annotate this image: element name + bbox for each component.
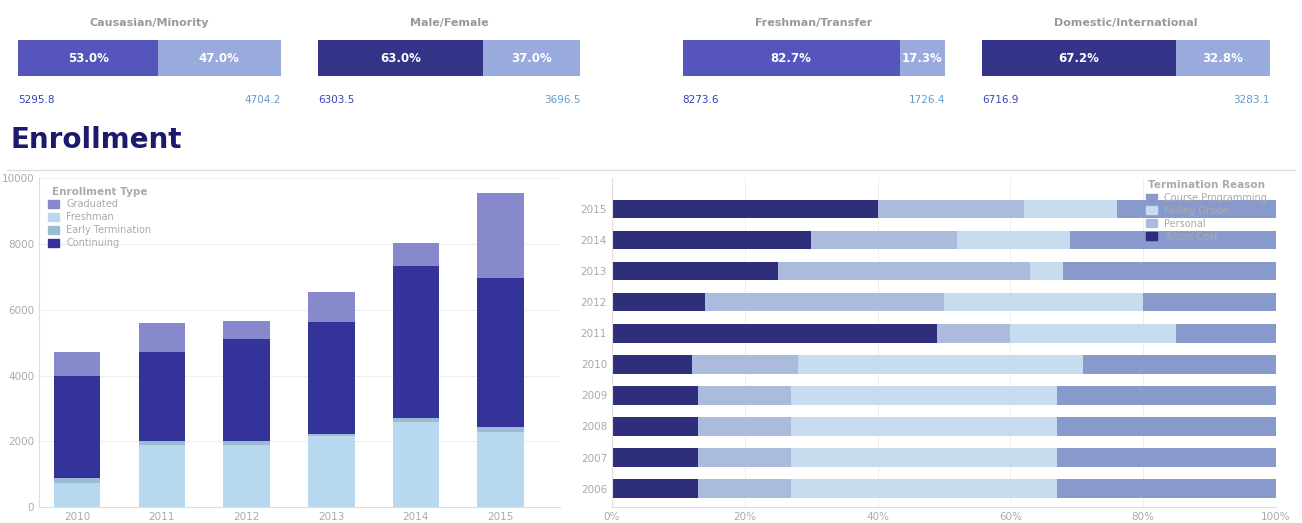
Bar: [612, 417, 698, 436]
Bar: [1057, 417, 1276, 436]
Bar: [478, 278, 523, 427]
Legend: Course Programming, Failing Grade, Personal, Tution Cost: Course Programming, Failing Grade, Perso…: [1142, 176, 1271, 245]
Bar: [900, 40, 945, 76]
Bar: [393, 422, 439, 507]
Bar: [612, 262, 777, 280]
Bar: [957, 231, 1070, 249]
Bar: [698, 417, 792, 436]
Bar: [983, 40, 1176, 76]
Text: 1726.4: 1726.4: [909, 95, 945, 105]
Bar: [1176, 40, 1269, 76]
Text: 8273.6: 8273.6: [682, 95, 719, 105]
Bar: [1030, 262, 1064, 280]
Bar: [612, 386, 698, 405]
Bar: [612, 324, 937, 343]
Text: Male/Female: Male/Female: [410, 18, 488, 28]
Bar: [138, 441, 185, 445]
Text: 17.3%: 17.3%: [902, 52, 943, 64]
Bar: [309, 434, 354, 437]
Bar: [309, 437, 354, 507]
Bar: [612, 293, 704, 312]
Bar: [309, 322, 354, 434]
Bar: [223, 321, 270, 339]
Bar: [691, 355, 798, 373]
Bar: [1057, 480, 1276, 498]
Text: 3283.1: 3283.1: [1233, 95, 1269, 105]
Bar: [698, 480, 792, 498]
Bar: [792, 386, 1057, 405]
Bar: [223, 445, 270, 507]
Text: 32.8%: 32.8%: [1202, 52, 1243, 64]
Bar: [393, 418, 439, 422]
Bar: [777, 262, 1030, 280]
Bar: [612, 355, 691, 373]
Bar: [53, 483, 100, 507]
Text: Causasian/Minority: Causasian/Minority: [90, 18, 210, 28]
Bar: [792, 417, 1057, 436]
Bar: [612, 448, 698, 467]
Bar: [1010, 324, 1177, 343]
Bar: [158, 40, 281, 76]
Bar: [944, 293, 1143, 312]
Bar: [478, 431, 523, 507]
Legend: Graduated, Freshman, Early Termination, Continuing: Graduated, Freshman, Early Termination, …: [44, 183, 155, 252]
Bar: [1117, 200, 1276, 218]
Bar: [53, 477, 100, 483]
Bar: [393, 243, 439, 266]
Bar: [478, 192, 523, 278]
Bar: [612, 231, 811, 249]
Bar: [309, 292, 354, 322]
Bar: [318, 40, 483, 76]
Text: 6716.9: 6716.9: [983, 95, 1019, 105]
Bar: [223, 339, 270, 441]
Bar: [1057, 386, 1276, 405]
Bar: [18, 40, 158, 76]
Bar: [792, 448, 1057, 467]
Text: 47.0%: 47.0%: [199, 52, 240, 64]
Text: 3696.5: 3696.5: [544, 95, 581, 105]
Bar: [682, 40, 900, 76]
Text: 63.0%: 63.0%: [380, 52, 421, 64]
Text: 53.0%: 53.0%: [68, 52, 108, 64]
Bar: [698, 386, 792, 405]
Bar: [53, 376, 100, 477]
Bar: [937, 324, 1010, 343]
Bar: [1143, 293, 1276, 312]
Text: Freshman/Transfer: Freshman/Transfer: [755, 18, 872, 28]
Bar: [1070, 231, 1276, 249]
Text: 6303.5: 6303.5: [318, 95, 354, 105]
Text: 5295.8: 5295.8: [18, 95, 55, 105]
Bar: [612, 480, 698, 498]
Bar: [698, 448, 792, 467]
Text: 67.2%: 67.2%: [1059, 52, 1099, 64]
Bar: [483, 40, 581, 76]
Bar: [1083, 355, 1276, 373]
Bar: [138, 353, 185, 441]
Text: Domestic/International: Domestic/International: [1055, 18, 1198, 28]
Bar: [223, 441, 270, 445]
Bar: [138, 445, 185, 507]
Bar: [1023, 200, 1117, 218]
Text: Enrollment: Enrollment: [10, 126, 182, 154]
Bar: [393, 266, 439, 418]
Bar: [811, 231, 957, 249]
Bar: [792, 480, 1057, 498]
Bar: [1064, 262, 1276, 280]
Text: 37.0%: 37.0%: [512, 52, 552, 64]
Bar: [704, 293, 944, 312]
Bar: [138, 323, 185, 353]
Text: 4704.2: 4704.2: [245, 95, 281, 105]
Bar: [798, 355, 1083, 373]
Bar: [612, 200, 878, 218]
Bar: [878, 200, 1023, 218]
Text: 82.7%: 82.7%: [771, 52, 811, 64]
Bar: [1177, 324, 1276, 343]
Bar: [1057, 448, 1276, 467]
Bar: [53, 353, 100, 376]
Bar: [478, 427, 523, 431]
